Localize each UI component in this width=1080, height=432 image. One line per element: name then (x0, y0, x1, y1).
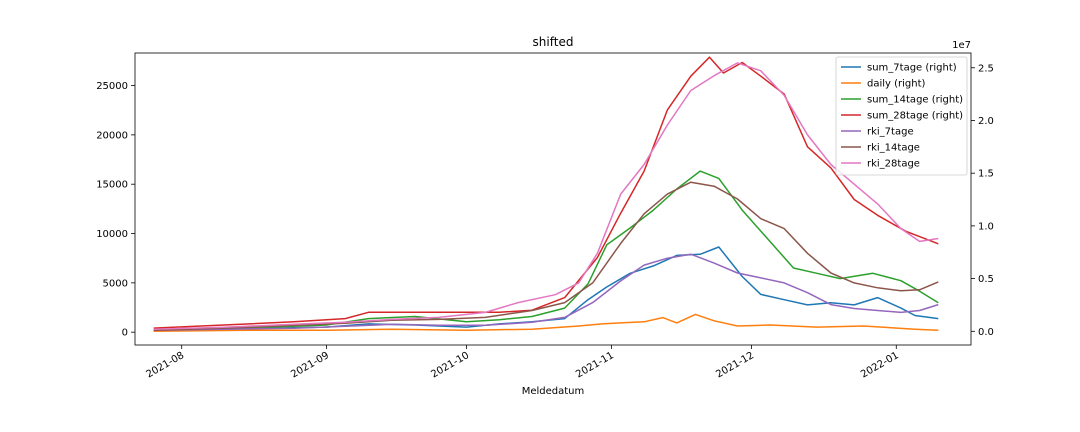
x-tick-label: 2021-11 (574, 350, 616, 380)
legend-entry: sum_7tage (right) (867, 63, 957, 74)
y2-tick-label: 1.5 (978, 169, 994, 180)
y-tick-label: 10000 (96, 229, 128, 240)
plot-frame (134, 52, 972, 346)
y-axis-left: 0 5000 10000 15000 20000 25000 (96, 81, 135, 339)
y-axis-right: 0.0 0.5 1.0 1.5 2.0 2.5 (971, 63, 994, 338)
y-tick-label: 20000 (96, 130, 128, 141)
y2-tick-label: 2.0 (978, 116, 994, 127)
series-line-rki-7tage (153, 253, 939, 331)
legend-entry: daily (right) (867, 79, 926, 90)
legend-entry: sum_28tage (right) (867, 111, 963, 122)
x-tick-label: 2021-10 (429, 350, 471, 380)
series-line-daily-right- (153, 313, 939, 333)
y2-offset-label: 1e7 (952, 40, 971, 51)
legend-entry: sum_14tage (right) (867, 95, 963, 106)
y-tick-label: 15000 (96, 180, 128, 191)
y-tick-label: 0 (122, 328, 128, 339)
y2-tick-label: 0.5 (978, 274, 994, 285)
x-tick-label: 2022-01 (859, 350, 901, 380)
legend-entry: rki_14tage (867, 143, 920, 154)
x-tick-label: 2021-09 (289, 350, 331, 380)
legend-entry: rki_28tage (867, 159, 920, 170)
legend: sum_7tage (right) daily (right) sum_14tage… (835, 56, 968, 176)
x-axis: 2021-08 2021-09 2021-10 2021-11 2021-12 2022-… (145, 345, 901, 380)
x-tick-label: 2021-12 (714, 350, 756, 380)
y2-tick-label: 1.0 (978, 221, 994, 232)
x-axis-label: Meldedatum (522, 386, 585, 397)
series-line-sum-28tage-right- (153, 56, 939, 329)
y-tick-label: 25000 (96, 81, 128, 92)
y-tick-label: 5000 (103, 278, 128, 289)
chart-title: shifted (533, 35, 574, 49)
series-line-sum-7tage-right- (153, 246, 939, 331)
y2-tick-label: 0.0 (978, 327, 994, 338)
series-line-rki-14tage (153, 181, 939, 331)
series-line-sum-14tage-right- (153, 170, 939, 330)
x-tick-label: 2021-08 (145, 350, 187, 380)
y2-tick-label: 2.5 (978, 63, 994, 74)
series-layer (153, 56, 939, 333)
series-line-rki-28tage (153, 62, 939, 330)
legend-entry: rki_7tage (867, 127, 914, 138)
legend-box (835, 56, 968, 176)
